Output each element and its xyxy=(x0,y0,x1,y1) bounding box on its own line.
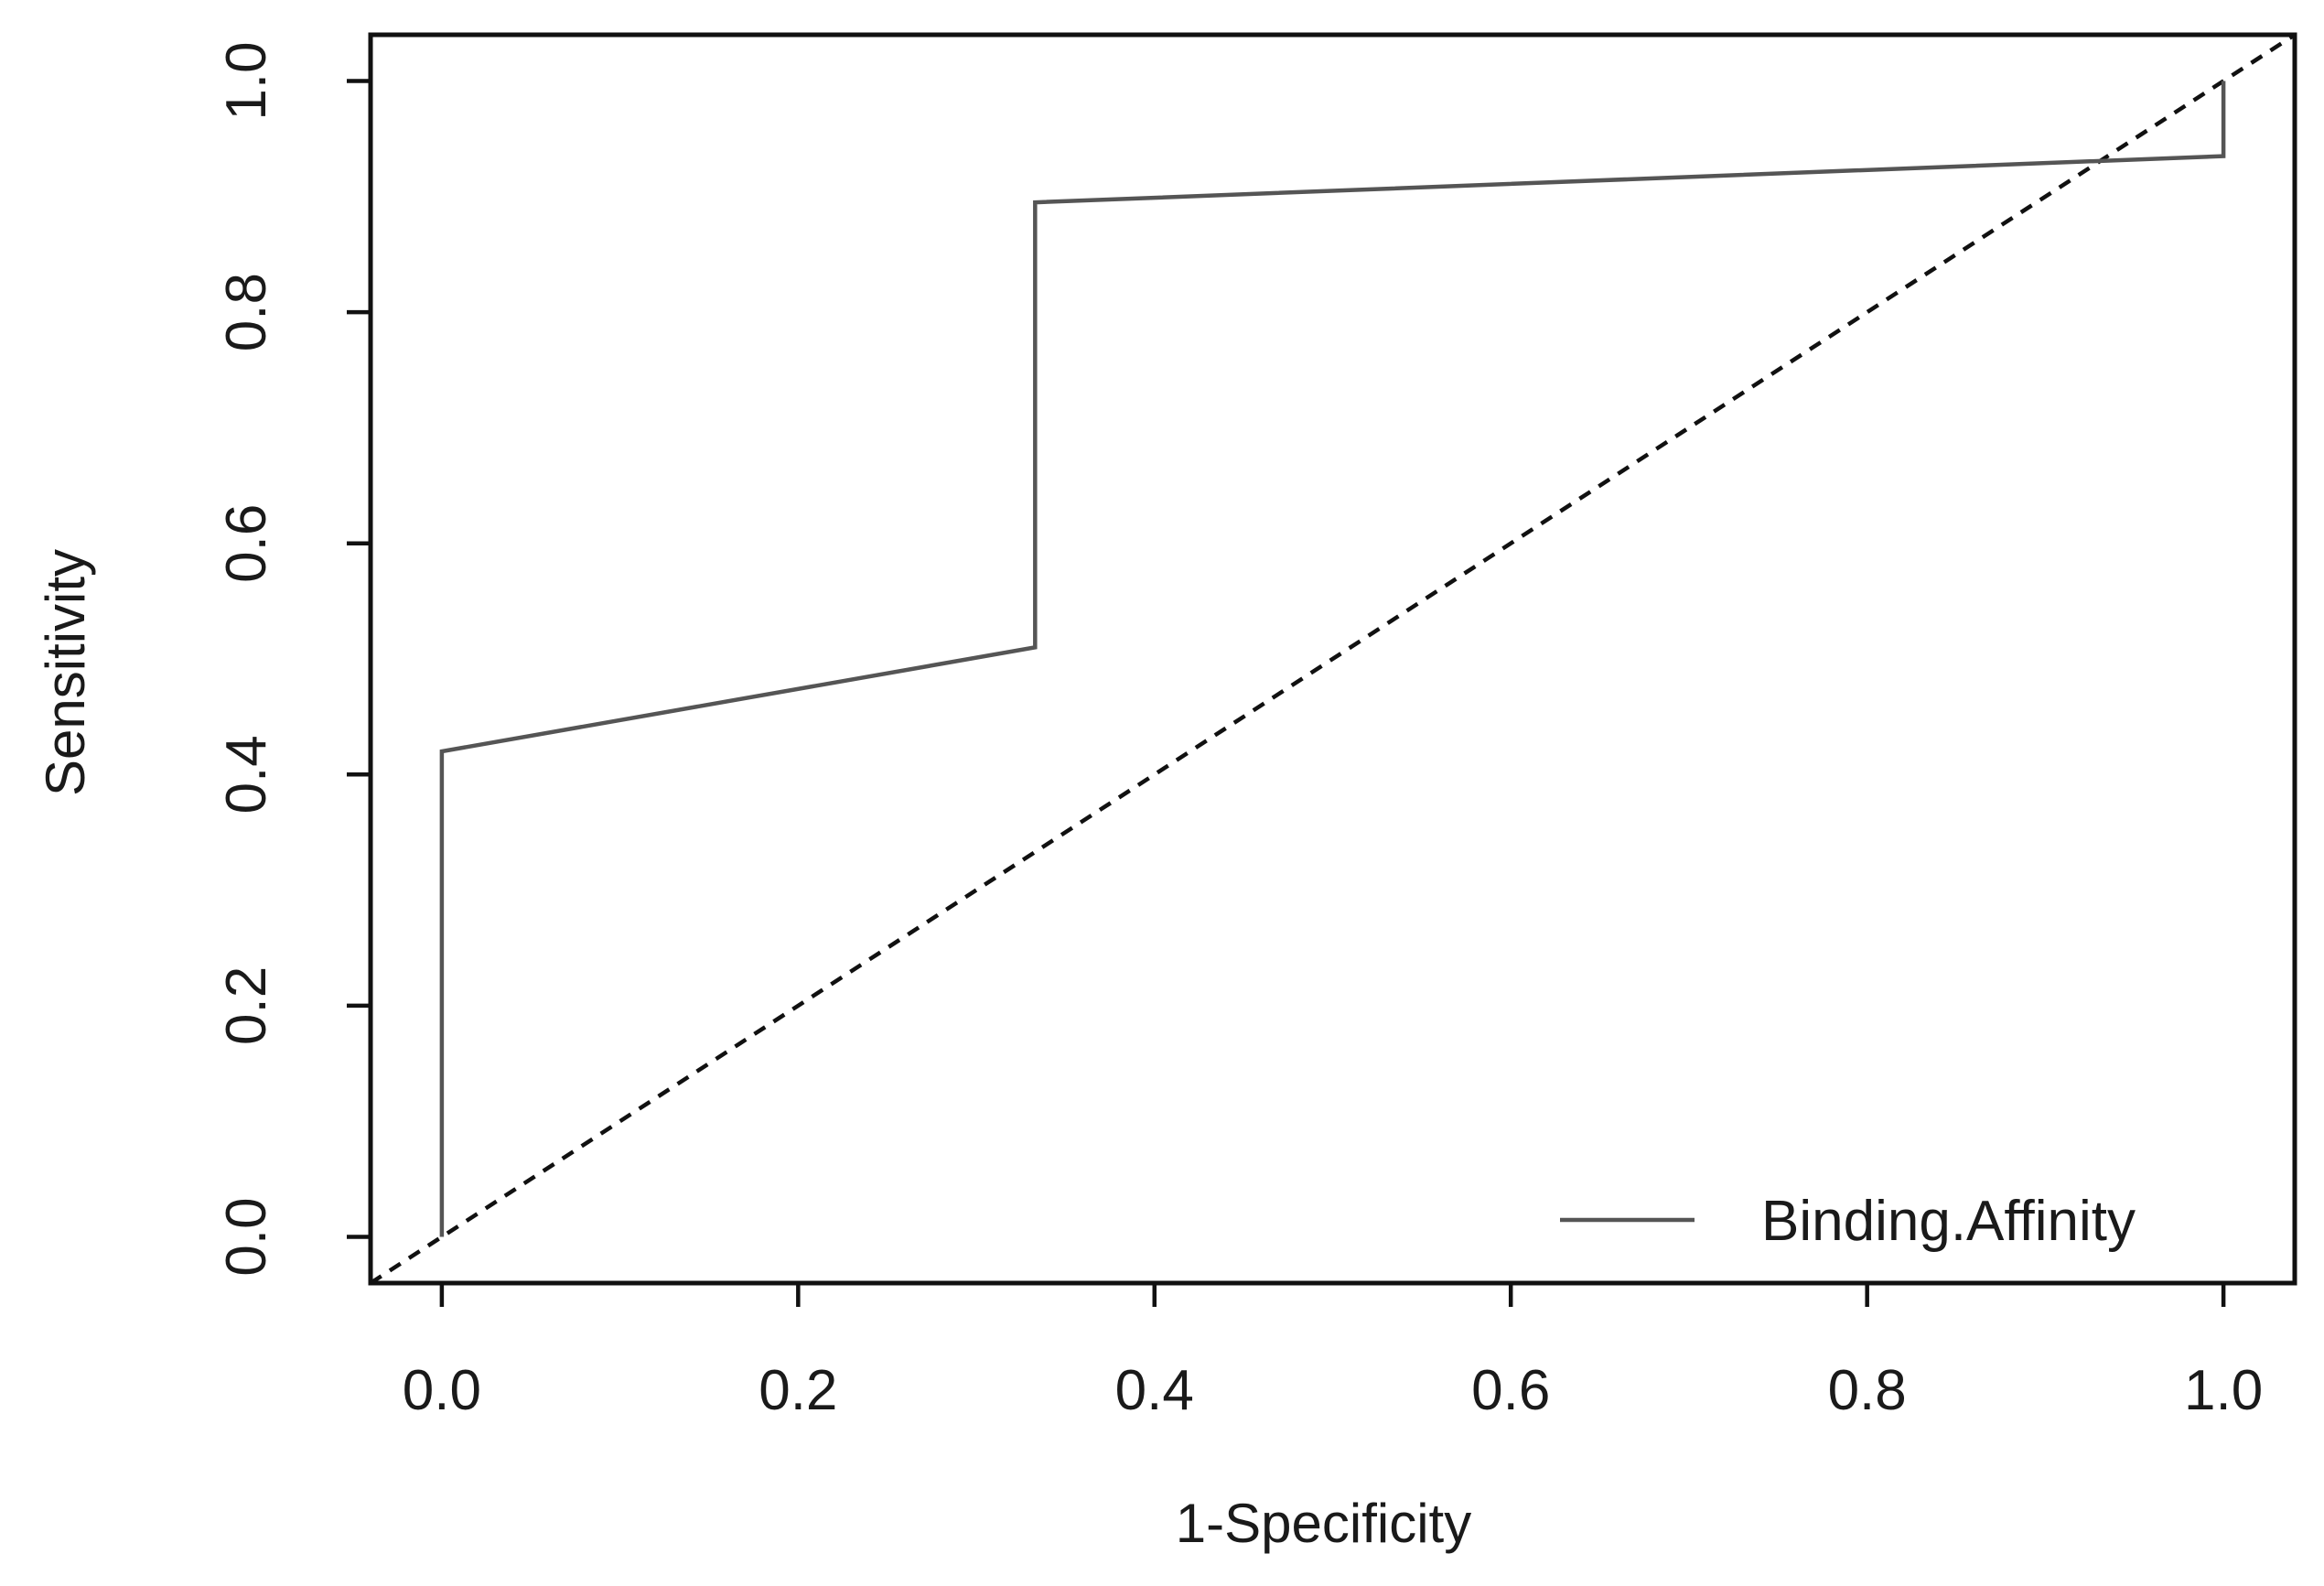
y-tick-label: 0.4 xyxy=(215,735,278,814)
x-tick-label: 0.4 xyxy=(1115,1359,1194,1422)
x-tick-label: 0.6 xyxy=(1471,1359,1550,1422)
x-tick-label: 1.0 xyxy=(2184,1359,2263,1422)
y-axis: 0.0 0.2 0.4 0.6 0.8 1.0 xyxy=(215,41,371,1277)
y-tick-label: 0.2 xyxy=(215,966,278,1045)
y-axis-title: Sensitivity xyxy=(35,549,96,796)
x-tick-label: 0.0 xyxy=(403,1359,481,1422)
y-tick-label: 1.0 xyxy=(215,41,278,120)
legend: Binding.Affinity xyxy=(1560,1190,2136,1253)
roc-curve-binding-affinity xyxy=(439,81,2226,1237)
reference-diagonal-line xyxy=(369,33,2297,1285)
x-tick-label: 0.2 xyxy=(759,1359,837,1422)
plot-frame xyxy=(368,32,2297,1286)
x-axis-title: 1-Specificity xyxy=(1176,1493,1471,1554)
y-tick-label: 0.8 xyxy=(215,273,278,351)
legend-label: Binding.Affinity xyxy=(1761,1190,2136,1253)
y-tick-label: 0.6 xyxy=(215,504,278,583)
y-tick-label: 0.0 xyxy=(215,1197,278,1276)
x-axis: 0.0 0.2 0.4 0.6 0.8 1.0 xyxy=(403,1283,2263,1422)
x-tick-label: 0.8 xyxy=(1828,1359,1907,1422)
